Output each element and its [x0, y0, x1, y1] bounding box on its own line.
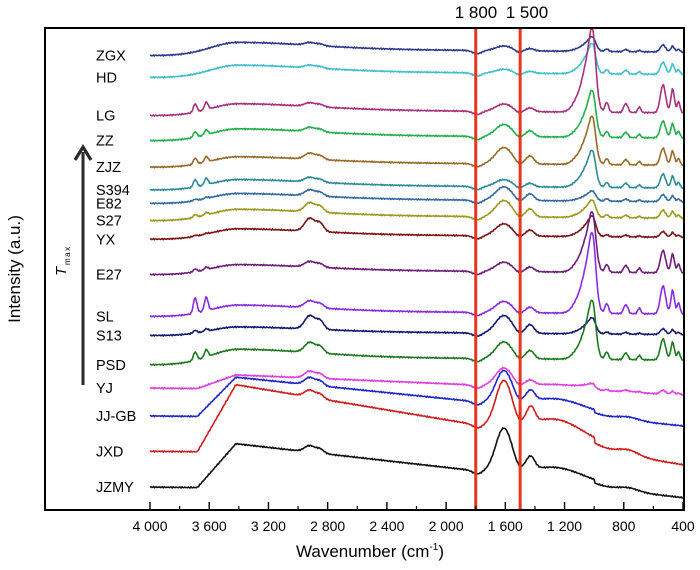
marker-label-1800: 1 800	[455, 3, 498, 22]
series-line-zz	[149, 89, 684, 142]
series-label-e82: E82	[96, 196, 122, 212]
x-axis-title: Wavenumber (cm-1)	[296, 542, 444, 561]
trend-arrow	[73, 143, 93, 385]
series-line-e82	[149, 185, 684, 205]
series-line-s394	[149, 149, 684, 192]
series-line-lg	[149, 27, 684, 117]
series-label-jzmy: JZMY	[96, 480, 134, 496]
series-label-s13: S13	[96, 329, 122, 345]
marker-layer	[474, 28, 522, 510]
series-line-e27	[149, 211, 684, 276]
series-line-jzmy	[149, 427, 683, 499]
series-label-jj-gb: JJ-GB	[96, 409, 136, 425]
x-tick-label: 3 200	[251, 518, 286, 534]
x-tick-label: 4 000	[132, 518, 167, 534]
series-label-zjz: ZJZ	[96, 160, 121, 176]
series-label-lg: LG	[96, 109, 115, 125]
series-line-yj	[149, 366, 684, 396]
series-label-zz: ZZ	[96, 134, 114, 150]
series-label-yx: YX	[96, 232, 116, 248]
series-line-s27	[149, 199, 683, 222]
series-label-zgx: ZGX	[96, 49, 126, 65]
x-tick-label: 2 800	[310, 518, 345, 534]
series-label-sl: SL	[96, 309, 114, 325]
marker-label-1500: 1 500	[506, 3, 549, 22]
series-label-hd: HD	[96, 70, 117, 86]
x-axis-title-sup: -1	[429, 542, 438, 553]
series-label-e27: E27	[96, 268, 122, 284]
series-line-zgx	[149, 35, 683, 57]
x-tick-label: 3 600	[192, 518, 227, 534]
series-label-psd: PSD	[96, 358, 126, 374]
tmax-label-sub: max	[63, 245, 72, 265]
x-tick-label: 400	[671, 518, 695, 534]
series-line-s13	[149, 314, 683, 338]
x-axis-title-suffix: )	[438, 542, 444, 561]
series-line-zjz	[149, 115, 684, 169]
tmax-label: T max	[53, 245, 72, 276]
series-label-s394: S394	[96, 183, 130, 199]
series-line-sl	[149, 231, 684, 318]
x-tick-label: 1 200	[547, 518, 582, 534]
series-line-jj-gb	[149, 369, 683, 427]
series-layer	[149, 27, 684, 499]
y-axis-title: Intensity (a.u.)	[5, 215, 24, 323]
series-line-yx	[149, 215, 683, 241]
x-tick-label: 1 600	[488, 518, 523, 534]
trend-arrow-head	[73, 143, 93, 161]
series-line-psd	[149, 299, 684, 367]
x-tick-label: 800	[612, 518, 636, 534]
x-axis-ticks: 4 000 3 600 3 200 2 800 2 400 2 000 1 600 1 200…	[132, 502, 695, 534]
series-label-yj: YJ	[96, 381, 113, 397]
series-label-s27: S27	[96, 214, 122, 230]
plot-frame	[44, 27, 685, 511]
series-line-jxd	[149, 379, 683, 466]
x-axis-title-main: Wavenumber (cm	[296, 542, 430, 561]
series-label-jxd: JXD	[96, 444, 123, 460]
tmax-label-main: T	[53, 265, 70, 276]
x-tick-label: 2 400	[369, 518, 404, 534]
x-tick-label: 2 000	[429, 518, 464, 534]
